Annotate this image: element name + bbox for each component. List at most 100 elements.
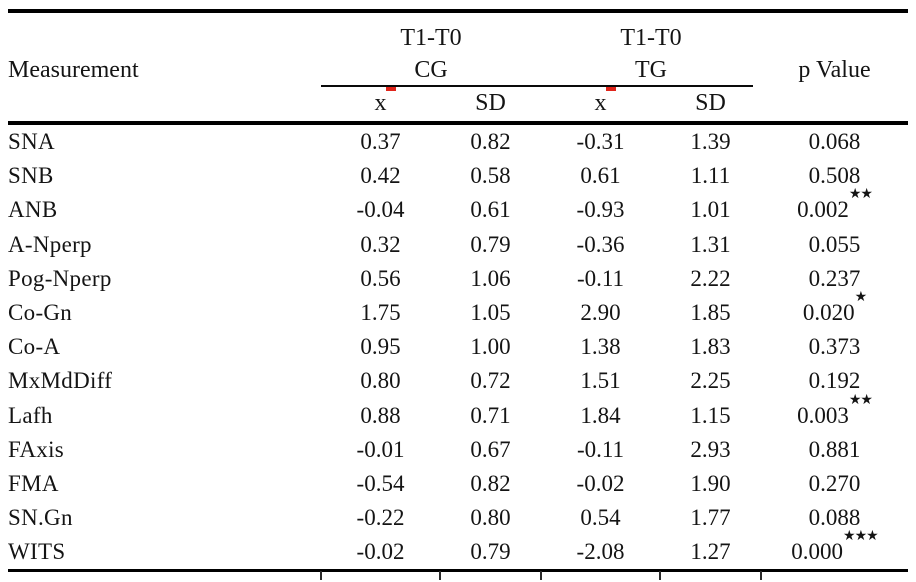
measurement-cell: MxMdDiff xyxy=(8,368,113,394)
measurement-cell: WITS xyxy=(8,539,66,565)
p-value-cell: 0.003★★ xyxy=(761,393,908,429)
tg-sd-cell: 2.25 xyxy=(690,368,731,394)
p-value-cell: 0.068 xyxy=(761,129,908,155)
p-value-cell: 0.373 xyxy=(761,334,908,360)
measurement-cell: FAxis xyxy=(8,436,65,462)
tg-mean-cell: -0.11 xyxy=(576,436,625,462)
cg-sd-cell: 0.82 xyxy=(470,470,511,496)
p-value-cell: 0.055 xyxy=(761,232,908,258)
tg-mean-cell: -0.11 xyxy=(576,265,625,291)
measurement-cell: A-Nperp xyxy=(8,231,92,257)
p-value-cell: 0.002★★ xyxy=(761,187,908,223)
tg-mean-cell: 0.61 xyxy=(580,163,621,189)
p-value-text: 0.192 xyxy=(808,368,861,394)
header-group-row: Measurement CG TG p Value xyxy=(8,51,908,85)
cg-sd-cell: 1.05 xyxy=(470,300,511,326)
tg-mean-cell: -0.02 xyxy=(576,470,625,496)
cg-mean-cell: 0.32 xyxy=(360,231,401,257)
mean-symbol: x xyxy=(595,86,616,117)
measurement-cell: Co-Gn xyxy=(8,300,73,326)
significance-stars: ★ xyxy=(854,289,868,306)
tg-sd-cell: 1.90 xyxy=(690,470,731,496)
table-row: SNB 0.42 0.58 0.61 1.11 0.508 xyxy=(8,159,908,193)
mean-symbol: x xyxy=(375,86,396,117)
tg-mean-cell: -0.36 xyxy=(576,231,625,257)
cg-mean-cell: 1.75 xyxy=(360,300,401,326)
tg-sd-cell: 1.39 xyxy=(690,129,731,155)
cg-sd-header: SD xyxy=(475,89,506,116)
p-value-text: 0.055 xyxy=(808,231,861,257)
tg-mean-cell: 1.38 xyxy=(580,334,621,360)
p-value-text: 0.373 xyxy=(808,334,861,360)
tg-mean-cell: -0.31 xyxy=(576,129,625,155)
cg-sd-cell: 0.61 xyxy=(470,197,511,223)
tg-mean-cell: 0.54 xyxy=(580,505,621,531)
cg-mean-cell: -0.02 xyxy=(356,539,405,565)
cg-sd-cell: 0.67 xyxy=(470,436,511,462)
tg-mean-cell: -0.93 xyxy=(576,197,625,223)
p-value-text: 0.000 xyxy=(791,539,844,565)
column-boundary-ticks xyxy=(8,571,908,582)
tg-sd-cell: 1.15 xyxy=(690,402,731,428)
tg-sd-cell: 2.22 xyxy=(690,265,731,291)
cg-mean-cell: 0.95 xyxy=(360,334,401,360)
measurement-cell: SNA xyxy=(8,129,55,155)
macron-mark xyxy=(385,86,396,91)
cg-sd-cell: 1.06 xyxy=(470,265,511,291)
p-value-cell: 0.237 xyxy=(761,266,908,292)
measurement-cell: SN.Gn xyxy=(8,505,73,531)
cg-sd-cell: 0.80 xyxy=(470,505,511,531)
cg-sd-cell: 0.72 xyxy=(470,368,511,394)
tg-mean-cell: -2.08 xyxy=(576,539,625,565)
cg-sd-cell: 0.58 xyxy=(470,163,511,189)
tg-mean-cell: 1.84 xyxy=(580,402,621,428)
tg-sd-cell: 1.77 xyxy=(690,505,731,531)
p-value-cell: 0.020★ xyxy=(761,290,908,326)
cg-sd-cell: 0.79 xyxy=(470,539,511,565)
p-value-cell: 0.000★★★ xyxy=(761,529,908,565)
p-value-text: 0.088 xyxy=(808,505,861,531)
cg-sd-cell: 0.71 xyxy=(470,402,511,428)
tg-interval-label: T1-T0 xyxy=(620,24,682,51)
tg-mean-header: x xyxy=(541,86,660,117)
tg-sd-cell: 1.85 xyxy=(690,300,731,326)
p-value-text: 0.237 xyxy=(808,265,861,291)
tg-sd-cell: 1.01 xyxy=(690,197,731,223)
p-value-text: 0.003 xyxy=(797,402,849,428)
group-span-rule xyxy=(321,85,753,87)
table-row: SN.Gn -0.22 0.80 0.54 1.77 0.088 xyxy=(8,501,908,535)
table-row: FAxis -0.01 0.67 -0.11 2.93 0.881 xyxy=(8,433,908,467)
cg-mean-header: x xyxy=(321,86,440,117)
table-row: Lafh 0.88 0.71 1.84 1.15 0.003★★ xyxy=(8,393,908,433)
p-value-text: 0.020 xyxy=(802,300,855,326)
table-row: WITS -0.02 0.79 -2.08 1.27 0.000★★★ xyxy=(8,529,908,569)
p-value-cell: 0.192 xyxy=(761,368,908,394)
measurement-cell: Pog-Nperp xyxy=(8,265,112,291)
tg-mean-cell: 2.90 xyxy=(580,300,621,326)
table-body: SNA 0.37 0.82 -0.31 1.39 0.068 SNB 0.42 … xyxy=(8,125,908,569)
table-row: A-Nperp 0.32 0.79 -0.36 1.31 0.055 xyxy=(8,228,908,262)
measurement-cell: FMA xyxy=(8,470,59,496)
cg-mean-cell: 0.37 xyxy=(360,129,401,155)
cg-mean-cell: -0.01 xyxy=(356,436,405,462)
header-interval-row: T1-T0 T1-T0 xyxy=(8,13,908,51)
significance-stars: ★★ xyxy=(848,186,873,203)
cg-sd-cell: 0.79 xyxy=(470,231,511,257)
cg-interval-label: T1-T0 xyxy=(400,24,462,51)
header-stat-row: x SD x SD xyxy=(8,86,908,119)
tg-sd-cell: 2.93 xyxy=(690,436,731,462)
column-tick xyxy=(439,571,441,581)
cg-mean-cell: -0.22 xyxy=(356,505,405,531)
tg-sd-cell: 1.31 xyxy=(690,231,731,257)
p-value-text: 0.002 xyxy=(797,197,849,223)
significance-stars: ★★★ xyxy=(843,528,879,545)
column-tick xyxy=(659,571,661,581)
p-value-cell: 0.270 xyxy=(761,471,908,497)
statistics-table: T1-T0 T1-T0 Measurement CG TG p Value x … xyxy=(8,9,908,582)
p-value-text: 0.068 xyxy=(808,129,861,155)
table-row: FMA -0.54 0.82 -0.02 1.90 0.270 xyxy=(8,467,908,501)
cg-mean-cell: 0.42 xyxy=(360,163,401,189)
tg-sd-header: SD xyxy=(695,89,726,116)
p-value-text: 0.270 xyxy=(808,470,861,496)
